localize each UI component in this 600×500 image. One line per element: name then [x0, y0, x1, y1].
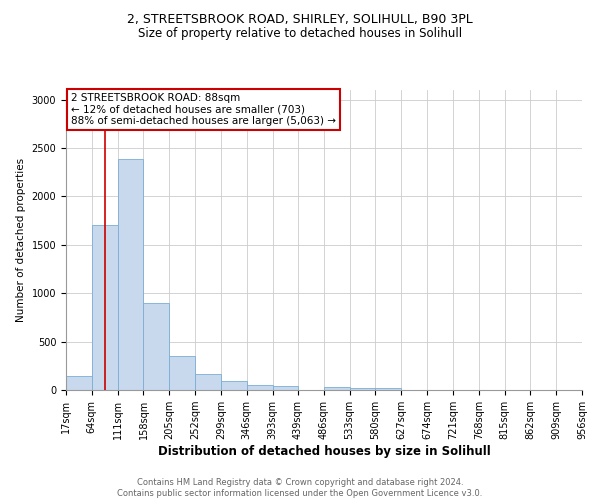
- X-axis label: Distribution of detached houses by size in Solihull: Distribution of detached houses by size …: [158, 445, 490, 458]
- Text: Size of property relative to detached houses in Solihull: Size of property relative to detached ho…: [138, 28, 462, 40]
- Bar: [324, 387, 350, 390]
- Y-axis label: Number of detached properties: Number of detached properties: [16, 158, 26, 322]
- Bar: [143, 303, 169, 390]
- Bar: [376, 388, 401, 390]
- Bar: [272, 386, 298, 390]
- Bar: [350, 388, 376, 390]
- Bar: [118, 158, 143, 390]
- Bar: [247, 384, 272, 390]
- Bar: [92, 226, 118, 390]
- Text: Contains HM Land Registry data © Crown copyright and database right 2024.
Contai: Contains HM Land Registry data © Crown c…: [118, 478, 482, 498]
- Text: 2 STREETSBROOK ROAD: 88sqm
← 12% of detached houses are smaller (703)
88% of sem: 2 STREETSBROOK ROAD: 88sqm ← 12% of deta…: [71, 93, 336, 126]
- Text: 2, STREETSBROOK ROAD, SHIRLEY, SOLIHULL, B90 3PL: 2, STREETSBROOK ROAD, SHIRLEY, SOLIHULL,…: [127, 12, 473, 26]
- Bar: [66, 376, 92, 390]
- Bar: [169, 356, 195, 390]
- Bar: [195, 374, 221, 390]
- Bar: [221, 382, 247, 390]
